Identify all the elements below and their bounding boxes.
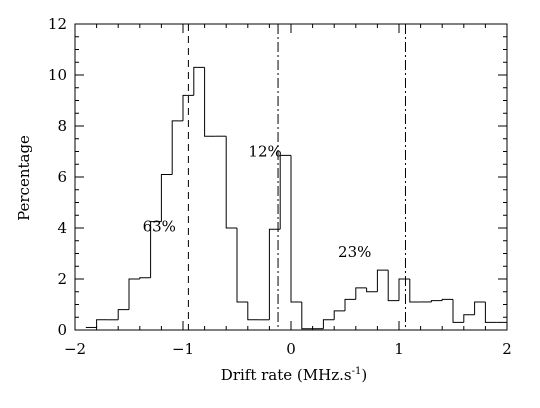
- y-tick-label: 2: [57, 270, 67, 288]
- x-tick-label: 0: [286, 340, 296, 358]
- x-axis-title-superscript: -1: [352, 366, 362, 377]
- histogram-bar-11: [204, 67, 216, 137]
- histogram-bar-27: [376, 269, 389, 292]
- histogram-bar-36: [474, 301, 486, 315]
- y-tick-label: 8: [57, 117, 67, 135]
- reference-lines: [187, 24, 406, 330]
- histogram-bar-1: [96, 319, 108, 328]
- histogram-bar-37: [484, 301, 497, 323]
- histogram-bar-23: [333, 310, 345, 320]
- histogram-bar-30: [409, 279, 421, 303]
- x-tick-label: −1: [172, 340, 194, 358]
- histogram-bar-15: [247, 301, 259, 321]
- x-tick-labels: −2 −1 0 1 2: [64, 340, 512, 358]
- histogram-bar-18: [279, 154, 291, 230]
- percentage-annotations: 63% 12% 23%: [143, 143, 372, 262]
- histogram-bar-19: [290, 155, 302, 303]
- histogram-bar-9: [182, 94, 194, 121]
- histogram-bar-25: [355, 287, 367, 300]
- histogram-bar-28: [387, 270, 399, 302]
- histogram-bar-7: [160, 173, 173, 222]
- annotation-63-percent: 63%: [143, 218, 176, 236]
- x-axis-title-close: ): [361, 366, 367, 384]
- histogram-bar-26: [366, 287, 378, 293]
- histogram-bar-38: [496, 321, 508, 330]
- annotation-12-percent: 12%: [248, 143, 281, 161]
- histogram-bar-13: [225, 136, 237, 229]
- histogram-bar-14: [236, 228, 248, 303]
- histogram-bar-6: [150, 221, 162, 278]
- histogram-bar-3: [117, 309, 129, 320]
- x-tick-label: −2: [64, 340, 86, 358]
- x-tick-label: 2: [502, 340, 512, 358]
- histogram-bar-29: [398, 278, 410, 301]
- histogram-bar-20: [301, 301, 313, 330]
- y-tick-labels: 0 2 4 6 8 10 12: [48, 15, 67, 339]
- y-tick-label: 10: [48, 66, 67, 84]
- histogram-bar-8: [171, 120, 183, 175]
- histogram-bar-34: [452, 299, 464, 323]
- y-tick-label: 6: [57, 168, 67, 186]
- x-axis-title: Drift rate (MHz.s-1): [221, 366, 367, 384]
- histogram-bar-32: [430, 300, 443, 302]
- histogram-bar-24: [344, 298, 356, 311]
- histogram-bar-17: [268, 228, 281, 320]
- histogram-bars: [85, 66, 508, 330]
- axis-ticks: [74, 23, 508, 331]
- histogram-bar-4: [128, 278, 140, 310]
- annotation-23-percent: 23%: [338, 243, 371, 261]
- histogram-bar-33: [441, 298, 453, 301]
- x-tick-label: 1: [394, 340, 404, 358]
- histogram-bar-5: [139, 277, 151, 279]
- y-tick-label: 4: [57, 219, 67, 237]
- y-axis-title: Percentage: [15, 135, 33, 221]
- histogram-bar-10: [193, 66, 205, 96]
- histogram-bar-22: [322, 319, 335, 329]
- y-tick-label: 12: [48, 15, 67, 33]
- y-tick-label: 0: [57, 321, 67, 339]
- histogram-bar-35: [463, 314, 475, 323]
- x-axis-title-main: Drift rate (MHz.s: [221, 366, 352, 384]
